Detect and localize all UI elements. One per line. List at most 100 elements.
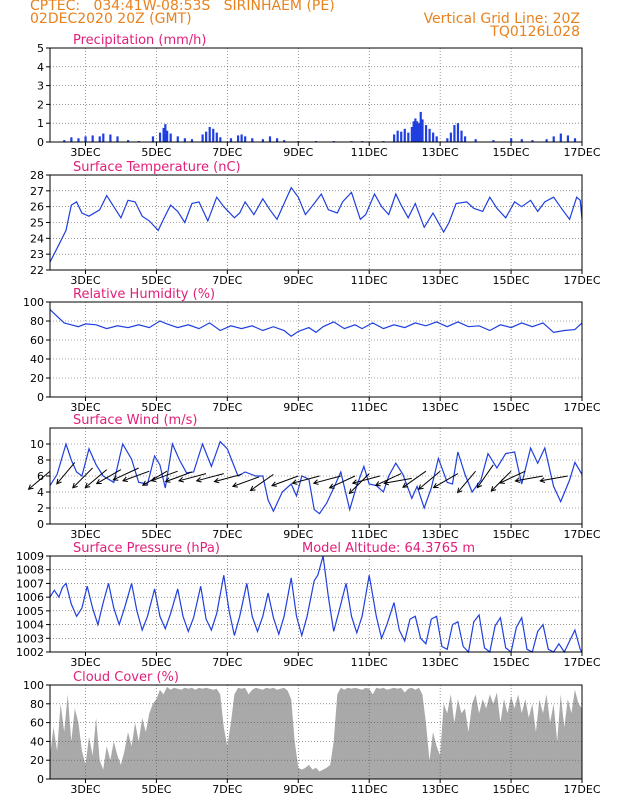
wind-arrowhead bbox=[312, 479, 319, 485]
pressure-xtick-label: 15DEC bbox=[493, 656, 530, 669]
temperature-ytick-label: 24 bbox=[30, 232, 44, 245]
pressure-xtick-label: 7DEC bbox=[212, 656, 242, 669]
precipitation-bar bbox=[169, 133, 172, 142]
precipitation-bar bbox=[215, 132, 218, 142]
humidity-title: Relative Humidity (%) bbox=[73, 287, 215, 302]
wind-arrowhead bbox=[231, 482, 238, 488]
precipitation-xtick-label: 15DEC bbox=[493, 146, 530, 159]
precipitation-bar bbox=[201, 134, 204, 142]
wind-arrowhead bbox=[383, 479, 390, 486]
wind-arrowhead bbox=[249, 485, 256, 492]
cloud-cover-ytick-label: 100 bbox=[23, 679, 44, 692]
precipitation-bar bbox=[102, 133, 105, 142]
wind-arrow bbox=[292, 475, 320, 484]
wind-arrowhead bbox=[95, 479, 102, 485]
wind-arrowhead bbox=[56, 478, 62, 485]
humidity-ytick-label: 60 bbox=[30, 334, 44, 347]
wind-arrowhead bbox=[177, 477, 185, 483]
precipitation-ytick-label: 4 bbox=[37, 61, 44, 74]
precipitation-bar bbox=[91, 135, 94, 142]
header-date-line: 02DEC2020 20Z (GMT) bbox=[30, 11, 192, 27]
wind-arrow bbox=[56, 462, 76, 485]
precipitation-ytick-label: 2 bbox=[37, 98, 44, 111]
header-station-line: CPTEC: 034:41W-08:53S SIRINHAEM (PE) bbox=[30, 0, 335, 14]
cloud-cover-area bbox=[50, 686, 582, 779]
wind-arrow bbox=[349, 473, 370, 494]
wind-xtick-label: 13DEC bbox=[422, 528, 459, 541]
precipitation-bar bbox=[463, 136, 467, 142]
wind-ytick-label: 10 bbox=[30, 438, 44, 451]
temperature-frame bbox=[49, 174, 583, 271]
temperature-xtick-label: 13DEC bbox=[422, 274, 459, 287]
wind-arrow bbox=[178, 473, 207, 482]
precipitation-bar bbox=[261, 139, 264, 142]
wind-arrow bbox=[214, 473, 242, 483]
humidity-xtick-label: 15DEC bbox=[493, 401, 530, 414]
precipitation-xtick-label: 7DEC bbox=[212, 146, 242, 159]
wind-xtick-label: 15DEC bbox=[493, 528, 530, 541]
wind-arrow bbox=[232, 476, 260, 487]
precipitation-bar bbox=[205, 131, 208, 142]
wind-arrow bbox=[375, 473, 402, 486]
wind-arrow bbox=[499, 470, 526, 484]
precipitation-bar bbox=[162, 127, 165, 142]
cloud-cover-xtick-label: 9DEC bbox=[283, 783, 313, 796]
wind-xtick-label: 9DEC bbox=[283, 528, 313, 541]
humidity-frame bbox=[49, 301, 583, 398]
cloud-cover-xtick-label: 15DEC bbox=[493, 783, 530, 796]
humidity-xtick-label: 13DEC bbox=[422, 401, 459, 414]
wind-arrowhead bbox=[164, 477, 171, 483]
temperature-xtick-label: 9DEC bbox=[283, 274, 313, 287]
wind-arrowhead bbox=[122, 476, 128, 482]
wind-arrowhead bbox=[328, 483, 335, 489]
pressure-xtick-label: 13DEC bbox=[422, 656, 459, 669]
cloud-cover-xtick-label: 7DEC bbox=[212, 783, 242, 796]
precipitation-bar bbox=[460, 130, 463, 142]
precipitation-xtick-label: 11DEC bbox=[351, 146, 388, 159]
pressure-ytick-label: 1002 bbox=[16, 646, 44, 659]
wind-arrow bbox=[250, 473, 274, 491]
wind-arrowhead bbox=[417, 484, 424, 490]
precipitation-bar bbox=[412, 121, 415, 142]
humidity-ytick-label: 20 bbox=[30, 372, 44, 385]
temperature-xtick-label: 3DEC bbox=[70, 274, 100, 287]
precipitation-ytick-label: 0 bbox=[37, 136, 44, 149]
precipitation-bar bbox=[77, 138, 80, 142]
wind-arrowhead bbox=[195, 477, 202, 483]
cloud-cover-xtick-label: 5DEC bbox=[141, 783, 171, 796]
precipitation-bar bbox=[208, 126, 211, 142]
precipitation-bar bbox=[164, 124, 167, 142]
wind-arrow bbox=[418, 470, 441, 490]
precipitation-bar bbox=[84, 136, 87, 142]
precipitation-xtick-label: 9DEC bbox=[283, 146, 313, 159]
precipitation-bar bbox=[573, 138, 577, 142]
precipitation-bar bbox=[396, 130, 399, 142]
pressure-xtick-label: 3DEC bbox=[70, 656, 100, 669]
pressure-ytick-label: 1004 bbox=[16, 619, 44, 632]
wind-xtick-label: 5DEC bbox=[141, 528, 171, 541]
temperature-ytick-label: 22 bbox=[30, 264, 44, 277]
wind-arrow bbox=[28, 470, 51, 490]
precipitation-bar bbox=[229, 138, 233, 142]
humidity-line bbox=[49, 309, 583, 337]
temperature-title: Surface Temperature (nC) bbox=[73, 160, 241, 175]
wind-arrow bbox=[113, 467, 139, 481]
wind-arrowhead bbox=[374, 481, 381, 487]
precipitation-bar bbox=[219, 137, 222, 142]
wind-arrow bbox=[402, 470, 427, 488]
wind-arrowhead bbox=[213, 477, 220, 484]
pressure-xtick-label: 5DEC bbox=[141, 656, 171, 669]
wind-arrowhead bbox=[498, 478, 505, 484]
pressure-title: Surface Pressure (hPa) bbox=[73, 541, 220, 556]
cloud-cover-title: Cloud Cover (%) bbox=[73, 670, 179, 685]
precipitation-bar bbox=[446, 138, 449, 142]
wind-arrowhead bbox=[514, 477, 521, 483]
wind-arrow bbox=[457, 470, 476, 493]
precipitation-bar bbox=[531, 140, 534, 142]
wind-arrow bbox=[271, 475, 299, 487]
wind-arrow bbox=[313, 475, 341, 484]
wind-ytick-label: 8 bbox=[37, 454, 44, 467]
precipitation-bar bbox=[176, 136, 179, 142]
wind-xtick-label: 3DEC bbox=[70, 528, 100, 541]
precipitation-bar bbox=[116, 136, 119, 142]
